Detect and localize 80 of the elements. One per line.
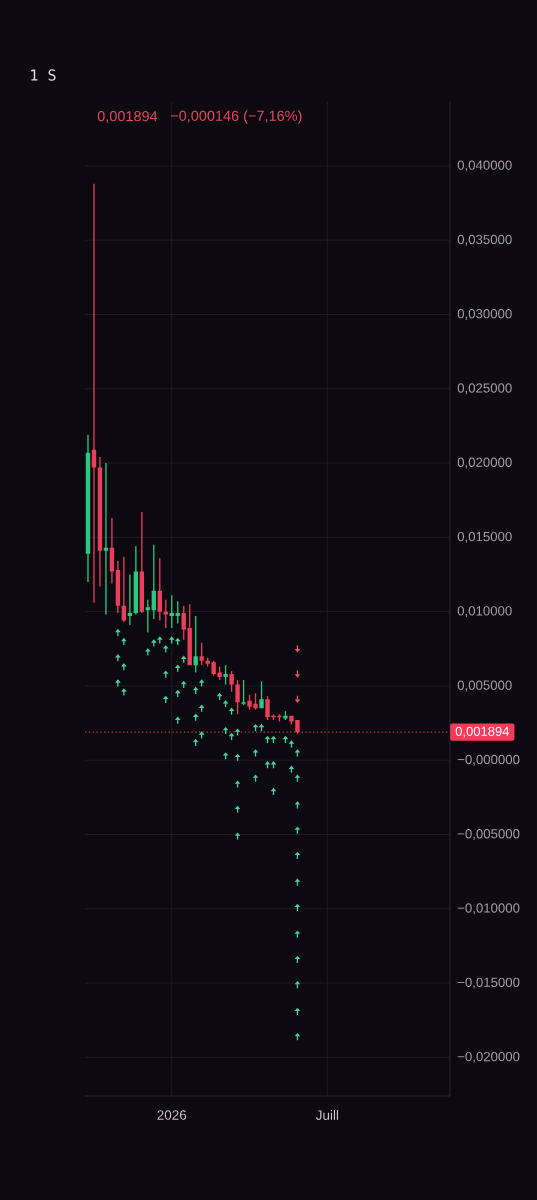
point — [162, 670, 169, 678]
y-tick-label: −0,005000 — [457, 829, 520, 840]
y-tick-label: 0,035000 — [457, 234, 512, 246]
point — [282, 735, 289, 744]
point — [294, 930, 301, 938]
point — [228, 707, 235, 715]
point — [198, 731, 205, 739]
point — [288, 740, 295, 748]
point — [252, 749, 259, 757]
annotation: 0,001894 — [97, 111, 158, 123]
point — [162, 645, 169, 653]
y-tick-label: 0,030000 — [457, 309, 512, 320]
y-tick-label: 0,040000 — [457, 160, 512, 172]
annotation: −0,000146 (−7,16%) — [170, 110, 302, 124]
point — [174, 689, 181, 697]
point — [234, 780, 241, 788]
candlestick — [91, 183, 97, 603]
point — [234, 753, 241, 761]
point — [115, 654, 121, 662]
point — [294, 878, 301, 886]
point — [198, 679, 205, 687]
y-tick-label: 0,015000 — [457, 531, 512, 543]
point — [270, 735, 277, 744]
point — [174, 664, 181, 672]
point — [121, 663, 127, 671]
point — [115, 679, 121, 687]
y-tick-label: −0,020000 — [457, 1051, 520, 1063]
point — [252, 723, 259, 732]
point — [294, 801, 301, 809]
y-tick-label: 0,020000 — [457, 457, 512, 469]
point — [294, 749, 301, 757]
point — [294, 1007, 301, 1015]
candlestick — [127, 574, 133, 626]
point — [162, 695, 169, 703]
point — [168, 636, 175, 644]
point — [222, 726, 229, 735]
y-tick-label: −0,000000 — [457, 754, 520, 766]
y-tick-label: 0,025000 — [457, 383, 512, 395]
point — [258, 723, 265, 732]
point — [270, 787, 277, 796]
ref-line-label: 0,001894 — [455, 726, 510, 738]
point — [192, 686, 199, 694]
point — [234, 832, 241, 840]
point — [294, 774, 301, 782]
candlestick — [109, 518, 115, 584]
point — [294, 826, 301, 834]
candlestick — [121, 556, 127, 623]
x-tick-label: 2026 — [157, 1110, 187, 1120]
text: 1 S — [31, 69, 56, 81]
x-tick-label: Juill — [315, 1110, 339, 1120]
point — [121, 688, 127, 696]
point — [222, 700, 229, 708]
point — [156, 636, 163, 644]
point — [294, 645, 301, 653]
point — [264, 735, 271, 744]
y-tick-label: −0,010000 — [457, 903, 520, 915]
point — [151, 639, 157, 647]
point — [216, 692, 223, 700]
point — [121, 637, 127, 645]
point — [294, 670, 301, 678]
point — [294, 851, 301, 859]
point — [234, 728, 241, 736]
point — [145, 648, 151, 656]
y-tick-label: 0,010000 — [457, 606, 512, 618]
point — [288, 765, 295, 773]
point — [174, 716, 181, 724]
point — [192, 738, 199, 746]
point — [252, 774, 259, 782]
y-tick-label: −0,015000 — [457, 977, 520, 989]
y-tick-label: 0,005000 — [457, 680, 512, 692]
point — [228, 732, 235, 741]
point — [294, 955, 301, 963]
point — [192, 713, 199, 721]
point — [234, 805, 241, 813]
point — [198, 704, 205, 712]
candlestick — [103, 463, 109, 615]
point — [222, 752, 229, 760]
point — [294, 903, 301, 911]
point — [180, 655, 187, 663]
point — [174, 637, 181, 645]
